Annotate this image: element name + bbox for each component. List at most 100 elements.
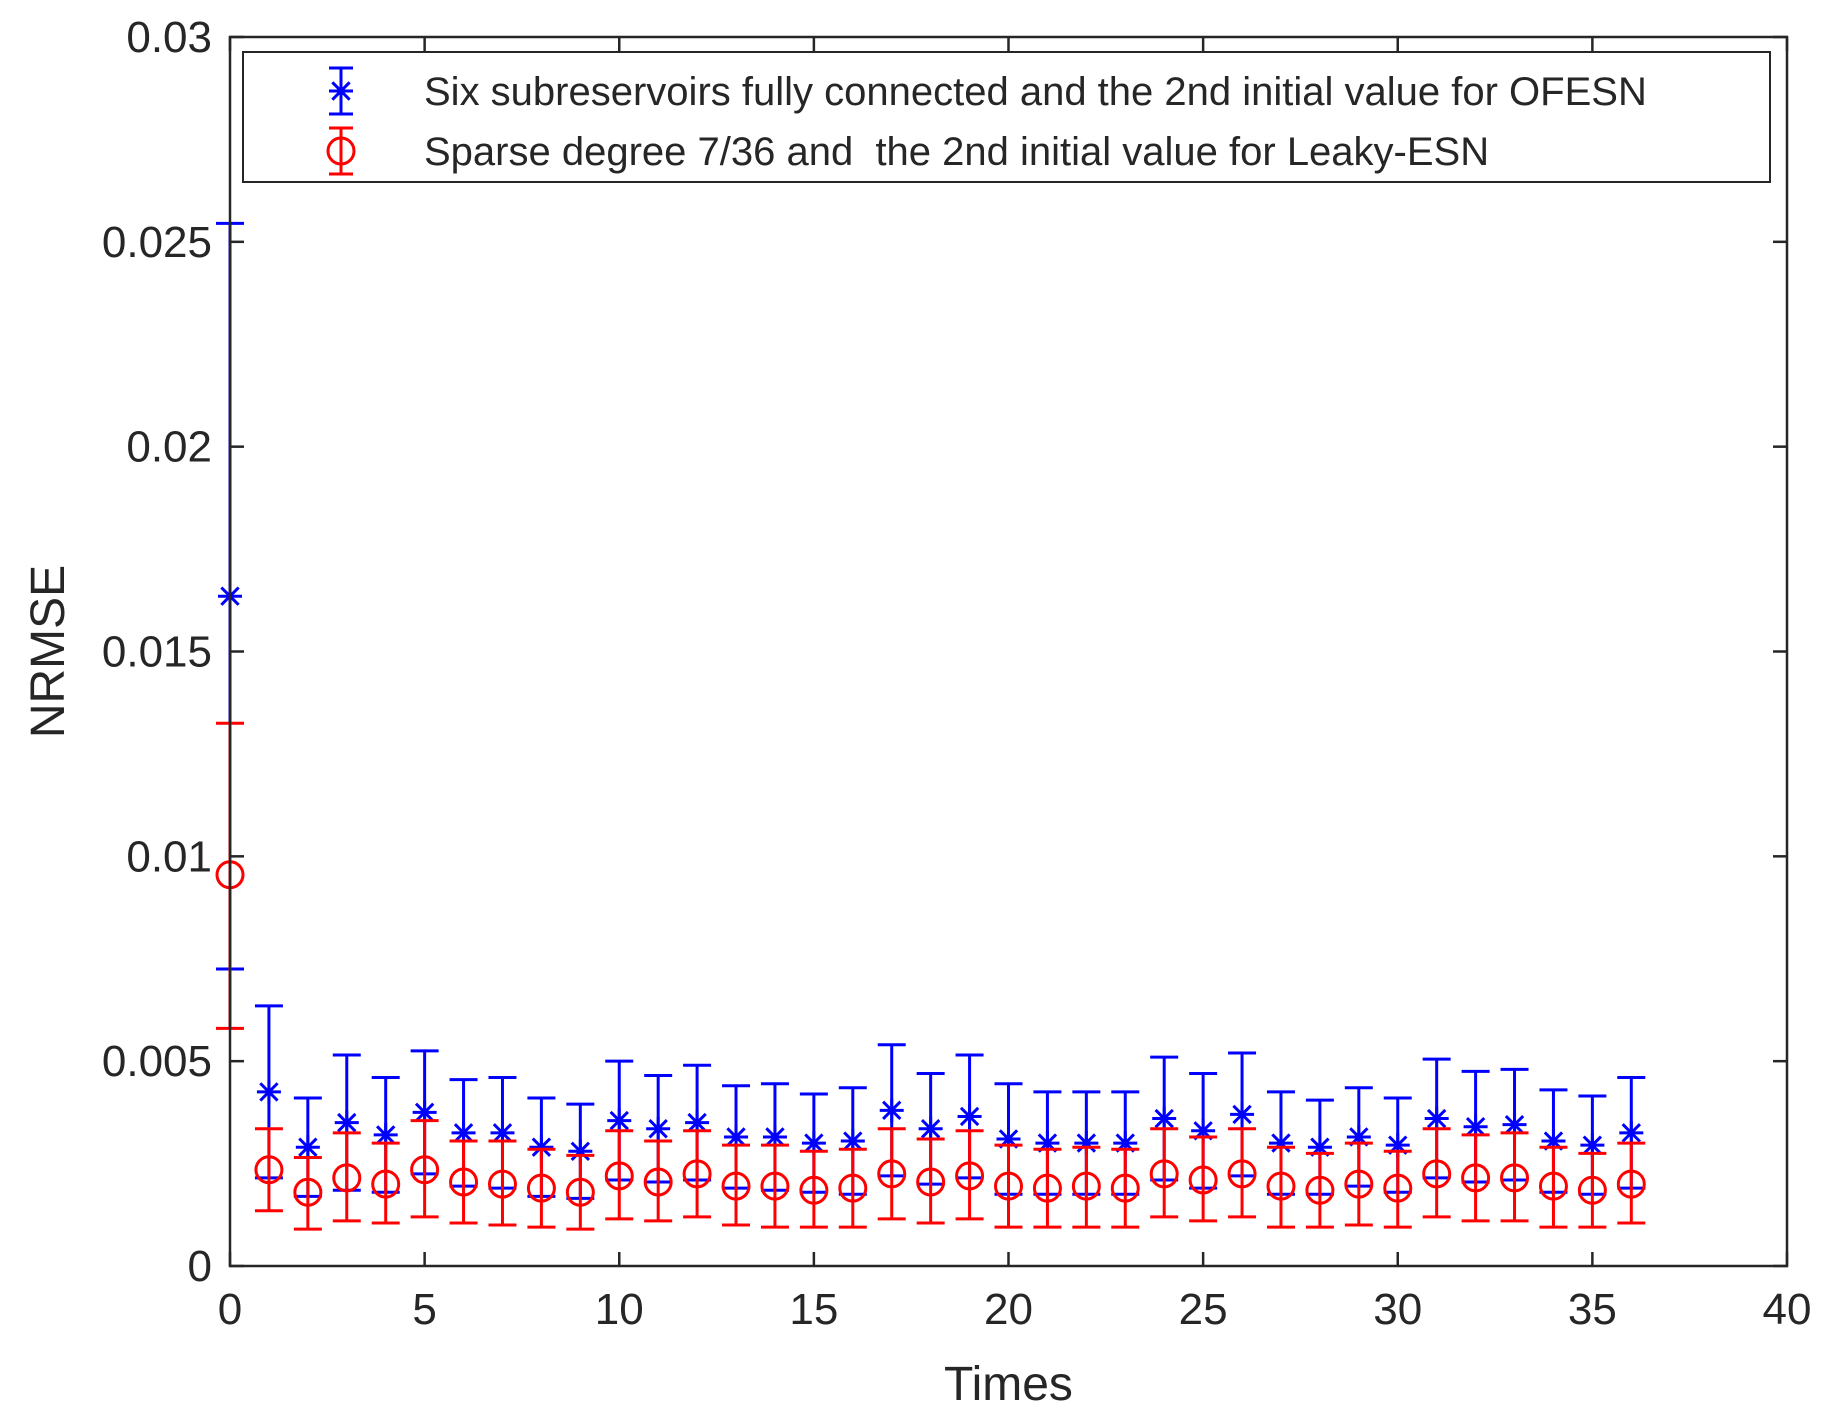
y-tick-label: 0.015 [102, 628, 212, 677]
errorbar [1500, 1131, 1529, 1223]
legend-box [242, 51, 1771, 183]
data-point [1461, 1163, 1491, 1193]
errorbar [760, 1143, 789, 1229]
errorbar [1461, 1133, 1490, 1223]
data-point [994, 1171, 1023, 1201]
errorbar [877, 1127, 906, 1221]
errorbar [1578, 1151, 1607, 1229]
data-point [799, 1175, 829, 1205]
ticks-layer: 0 5 10 15 20 25 30 35 40 0 0.005 0.01 0.015 0.02 0.025… [102, 13, 1812, 1334]
legend-label: Six subreservoirs fully connected and th… [424, 70, 1647, 114]
y-tick-label: 0.005 [102, 1037, 212, 1086]
errorbar [1422, 1127, 1451, 1219]
data-point [916, 1167, 946, 1197]
errorbar [1266, 1145, 1295, 1229]
data-point [1422, 1159, 1452, 1189]
data-point [410, 1155, 440, 1185]
legend-marker-icon [326, 136, 356, 166]
legend-entry: Six subreservoirs fully connected and th… [329, 66, 1647, 116]
errorbar [1383, 1149, 1412, 1229]
data-point [1227, 1159, 1257, 1189]
series-2 [215, 721, 1646, 1231]
x-axis-label: Times [944, 1358, 1073, 1411]
data-point [1110, 1173, 1140, 1203]
errorbar [1617, 1141, 1646, 1225]
errorbar [1539, 1145, 1568, 1229]
data-point [1230, 1102, 1255, 1127]
errorbar [527, 1147, 556, 1229]
errorbar [994, 1143, 1023, 1229]
data-point [1032, 1173, 1062, 1203]
data-point [256, 1079, 281, 1104]
x-tick-label: 30 [1373, 1285, 1422, 1334]
data-point [838, 1173, 868, 1203]
data-point [1152, 1106, 1177, 1131]
data-point [1619, 1120, 1644, 1145]
x-tick-label: 5 [412, 1285, 436, 1334]
y-tick-label: 0.03 [126, 13, 212, 62]
errorbar [1189, 1135, 1218, 1223]
errorbar [1033, 1147, 1062, 1229]
data-point [1266, 1171, 1296, 1201]
x-tick-label: 35 [1568, 1285, 1617, 1334]
errorbar [1228, 1127, 1257, 1219]
legend: Six subreservoirs fully connected and th… [242, 51, 1771, 183]
data-point [332, 1163, 362, 1193]
data-point [451, 1120, 476, 1145]
errorbar [1111, 1147, 1140, 1229]
data-point [1500, 1163, 1530, 1193]
data-point [955, 1161, 985, 1191]
data-point [643, 1167, 673, 1197]
data-point [646, 1116, 671, 1141]
errorbar [449, 1139, 478, 1225]
data-point [1502, 1112, 1527, 1137]
data-point [334, 1110, 359, 1135]
x-tick-label: 0 [218, 1285, 242, 1334]
errorbar [644, 1139, 673, 1223]
data-point [373, 1122, 398, 1147]
y-tick-label: 0.02 [126, 423, 212, 472]
y-tick-label: 0.025 [102, 218, 212, 267]
data-point [877, 1159, 907, 1189]
x-tick-label: 40 [1763, 1285, 1812, 1334]
data-point [371, 1169, 401, 1199]
errorbar [799, 1149, 828, 1229]
errorbar [955, 1129, 984, 1221]
data-point [1424, 1106, 1449, 1131]
data-point [568, 1139, 593, 1164]
errorbar [293, 1155, 322, 1231]
errorbar [1305, 1151, 1334, 1229]
data-point [604, 1161, 634, 1191]
errorbar [683, 1129, 712, 1219]
data-point [721, 1171, 751, 1201]
errorbar [916, 1137, 945, 1225]
x-tick-label: 25 [1179, 1285, 1228, 1334]
y-tick-label: 0 [188, 1242, 212, 1291]
x-tick-label: 15 [789, 1285, 838, 1334]
data-point [607, 1108, 632, 1133]
errorbar [410, 1119, 439, 1219]
series-layer [215, 221, 1646, 1231]
y-tick-label: 0.01 [126, 832, 212, 881]
legend-entries: Six subreservoirs fully connected and th… [326, 66, 1647, 176]
errorbar [566, 1153, 595, 1231]
data-point [682, 1159, 712, 1189]
errorbar [332, 1131, 361, 1223]
legend-label: Sparse degree 7/36 and the 2nd initial v… [424, 130, 1489, 174]
data-point [1149, 1159, 1179, 1189]
legend-marker-icon [329, 79, 353, 103]
errorbar [1150, 1127, 1179, 1219]
data-point [1577, 1175, 1607, 1205]
data-point [254, 1155, 284, 1185]
data-point [1071, 1171, 1101, 1201]
data-point [957, 1104, 982, 1129]
data-point [565, 1177, 595, 1207]
data-point [760, 1171, 790, 1201]
data-point [918, 1116, 943, 1141]
data-point [487, 1169, 517, 1199]
data-point [879, 1098, 904, 1123]
errorbar [1344, 1141, 1373, 1227]
errorbar [488, 1139, 517, 1227]
data-point [1616, 1169, 1646, 1199]
